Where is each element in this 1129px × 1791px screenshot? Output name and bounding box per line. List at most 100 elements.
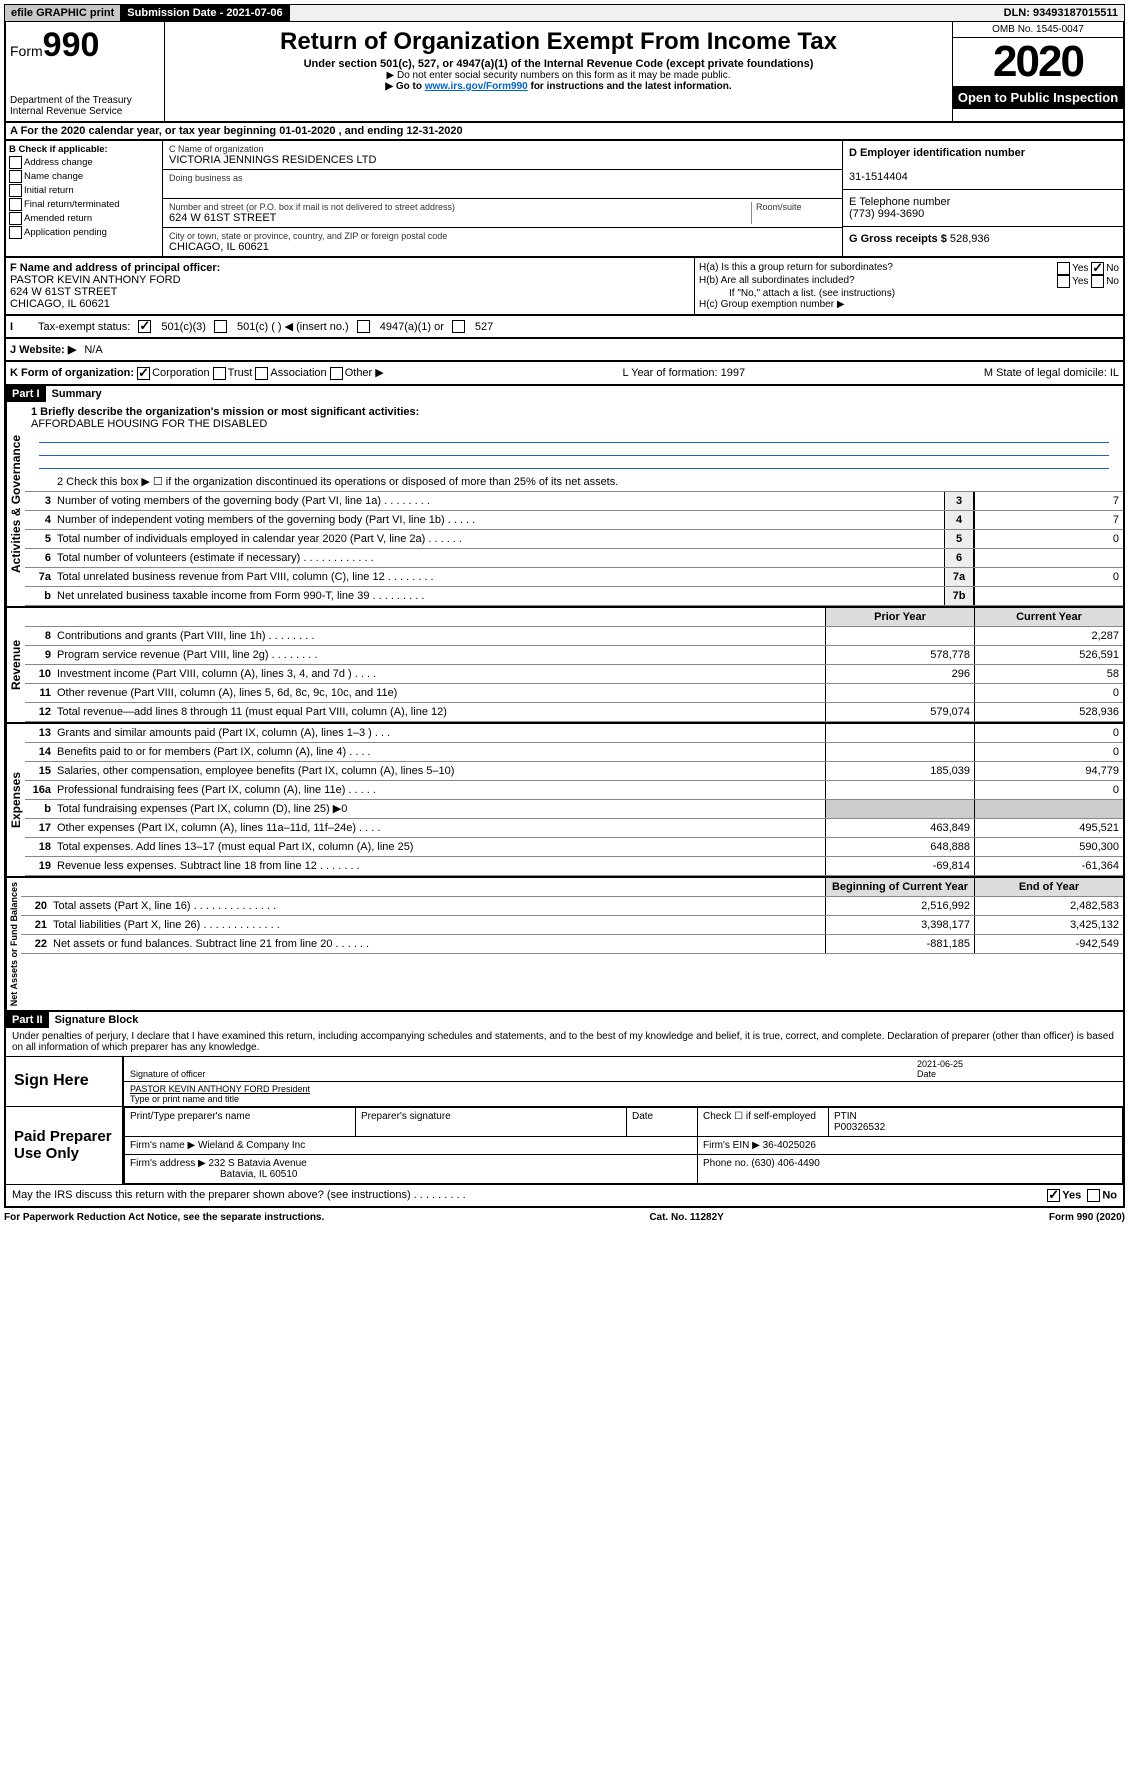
mission-text: AFFORDABLE HOUSING FOR THE DISABLED xyxy=(31,418,267,430)
pra-notice: For Paperwork Reduction Act Notice, see … xyxy=(4,1212,324,1223)
vlabel-revenue: Revenue xyxy=(6,608,25,722)
part-ii-title: Signature Block xyxy=(49,1012,145,1028)
vlabel-governance: Activities & Governance xyxy=(6,402,25,606)
prep-date-label: Date xyxy=(627,1107,698,1136)
hb-yes[interactable] xyxy=(1057,275,1070,288)
chk-other[interactable] xyxy=(330,367,343,380)
form-number: Form990 xyxy=(10,26,160,65)
efile-topbar: efile GRAPHIC print Submission Date - 20… xyxy=(4,4,1125,22)
firm-ein-label: Firm's EIN ▶ xyxy=(703,1140,760,1151)
website-value: N/A xyxy=(84,344,102,356)
officer-group-section: F Name and address of principal officer:… xyxy=(4,258,1125,316)
firm-name: Wieland & Company Inc xyxy=(198,1140,305,1151)
phone-value: (773) 994-3690 xyxy=(849,208,924,220)
omb-number: OMB No. 1545-0047 xyxy=(953,22,1123,38)
bcy-header: Beginning of Current Year xyxy=(825,878,974,896)
gross-receipts-value: 528,936 xyxy=(950,233,990,245)
summary-line-5: 5Total number of individuals employed in… xyxy=(25,530,1123,549)
addr-label: Number and street (or P.O. box if mail i… xyxy=(169,202,751,212)
c-name-label: C Name of organization xyxy=(169,144,836,154)
current-year-header: Current Year xyxy=(974,608,1123,626)
chk-trust[interactable] xyxy=(213,367,226,380)
summary-line-b: bTotal fundraising expenses (Part IX, co… xyxy=(25,800,1123,819)
chk-application-pending[interactable]: Application pending xyxy=(9,226,159,239)
summary-line-3: 3Number of voting members of the governi… xyxy=(25,492,1123,511)
chk-final-return[interactable]: Final return/terminated xyxy=(9,198,159,211)
signature-block: Under penalties of perjury, I declare th… xyxy=(4,1028,1125,1208)
officer-city: CHICAGO, IL 60621 xyxy=(10,298,110,310)
part-ii-header: Part II xyxy=(6,1012,49,1028)
summary-line-14: 14Benefits paid to or for members (Part … xyxy=(25,743,1123,762)
chk-4947[interactable] xyxy=(357,320,370,333)
discuss-yes[interactable] xyxy=(1047,1189,1060,1202)
firm-addr2: Batavia, IL 60510 xyxy=(130,1169,297,1180)
check-self-employed[interactable]: Check ☐ if self-employed xyxy=(698,1107,829,1136)
firm-name-label: Firm's name ▶ xyxy=(130,1140,195,1151)
j-label: J Website: ▶ xyxy=(10,343,76,356)
sig-officer-label: Signature of officer xyxy=(130,1069,205,1079)
city-label: City or town, state or province, country… xyxy=(169,231,836,241)
prep-phone: (630) 406-4490 xyxy=(751,1158,819,1169)
summary-line-17: 17Other expenses (Part IX, column (A), l… xyxy=(25,819,1123,838)
summary-governance: Activities & Governance 1 Briefly descri… xyxy=(4,402,1125,608)
summary-line-12: 12Total revenue—add lines 8 through 11 (… xyxy=(25,703,1123,722)
chk-initial-return[interactable]: Initial return xyxy=(9,184,159,197)
ptin-label: PTIN xyxy=(834,1111,857,1122)
ssn-note: ▶ Do not enter social security numbers o… xyxy=(169,70,948,81)
hb-no[interactable] xyxy=(1091,275,1104,288)
l2-text: 2 Check this box ▶ ☐ if the organization… xyxy=(57,473,1123,490)
ha-no[interactable] xyxy=(1091,262,1104,275)
chk-501c3[interactable] xyxy=(138,320,151,333)
summary-line-13: 13Grants and similar amounts paid (Part … xyxy=(25,724,1123,743)
chk-amended-return[interactable]: Amended return xyxy=(9,212,159,225)
officer-name: PASTOR KEVIN ANTHONY FORD xyxy=(10,274,181,286)
tax-status-row: I Tax-exempt status: 501(c)(3) 501(c) ( … xyxy=(4,316,1125,339)
firm-ein: 36-4025026 xyxy=(763,1140,816,1151)
summary-line-15: 15Salaries, other compensation, employee… xyxy=(25,762,1123,781)
summary-line-7b: bNet unrelated business taxable income f… xyxy=(25,587,1123,606)
tax-status-label: Tax-exempt status: xyxy=(38,321,130,333)
paid-preparer-label: Paid Preparer Use Only xyxy=(6,1107,122,1184)
f-label: F Name and address of principal officer: xyxy=(10,262,220,274)
prior-year-header: Prior Year xyxy=(825,608,974,626)
chk-527[interactable] xyxy=(452,320,465,333)
tax-year-period: A For the 2020 calendar year, or tax yea… xyxy=(4,123,1125,141)
prep-name-label: Print/Type preparer's name xyxy=(125,1107,356,1136)
summary-line-6: 6Total number of volunteers (estimate if… xyxy=(25,549,1123,568)
summary-line-19: 19Revenue less expenses. Subtract line 1… xyxy=(25,857,1123,876)
k-label: K Form of organization: xyxy=(10,367,134,379)
discuss-no[interactable] xyxy=(1087,1189,1100,1202)
form-subtitle: Under section 501(c), 527, or 4947(a)(1)… xyxy=(169,58,948,70)
efile-label[interactable]: efile GRAPHIC print xyxy=(5,5,121,21)
tax-year: 2020 xyxy=(953,38,1123,86)
prep-sig-label: Preparer's signature xyxy=(356,1107,627,1136)
form-title: Return of Organization Exempt From Incom… xyxy=(169,28,948,56)
prep-phone-label: Phone no. xyxy=(703,1158,749,1169)
box-b: B Check if applicable: Address change Na… xyxy=(6,141,163,256)
k-row: K Form of organization: Corporation Trus… xyxy=(4,362,1125,386)
dba-label: Doing business as xyxy=(169,173,836,183)
preparer-table: Print/Type preparer's name Preparer's si… xyxy=(124,1107,1123,1184)
form-footer: Form 990 (2020) xyxy=(1049,1212,1125,1223)
summary-line-11: 11Other revenue (Part VIII, column (A), … xyxy=(25,684,1123,703)
summary-line-10: 10Investment income (Part VIII, column (… xyxy=(25,665,1123,684)
chk-corp[interactable] xyxy=(137,367,150,380)
irs-link[interactable]: www.irs.gov/Form990 xyxy=(425,81,528,92)
summary-line-21: 21Total liabilities (Part X, line 26) . … xyxy=(21,916,1123,935)
m-state-domicile: M State of legal domicile: IL xyxy=(984,367,1119,379)
hc-label: H(c) Group exemption number ▶ xyxy=(699,299,1119,310)
chk-address-change[interactable]: Address change xyxy=(9,156,159,169)
summary-netassets: Net Assets or Fund Balances Beginning of… xyxy=(4,878,1125,1012)
summary-line-4: 4Number of independent voting members of… xyxy=(25,511,1123,530)
vlabel-netassets: Net Assets or Fund Balances xyxy=(6,878,21,1010)
entity-info-section: B Check if applicable: Address change Na… xyxy=(4,141,1125,258)
submission-date: Submission Date - 2021-07-06 xyxy=(121,5,289,21)
ha-yes[interactable] xyxy=(1057,262,1070,275)
firm-addr1: 232 S Batavia Avenue xyxy=(209,1158,307,1169)
chk-name-change[interactable]: Name change xyxy=(9,170,159,183)
summary-line-20: 20Total assets (Part X, line 16) . . . .… xyxy=(21,897,1123,916)
ha-label: H(a) Is this a group return for subordin… xyxy=(699,262,893,275)
chk-assoc[interactable] xyxy=(255,367,268,380)
chk-501c[interactable] xyxy=(214,320,227,333)
officer-printed-name: PASTOR KEVIN ANTHONY FORD President xyxy=(130,1084,310,1094)
